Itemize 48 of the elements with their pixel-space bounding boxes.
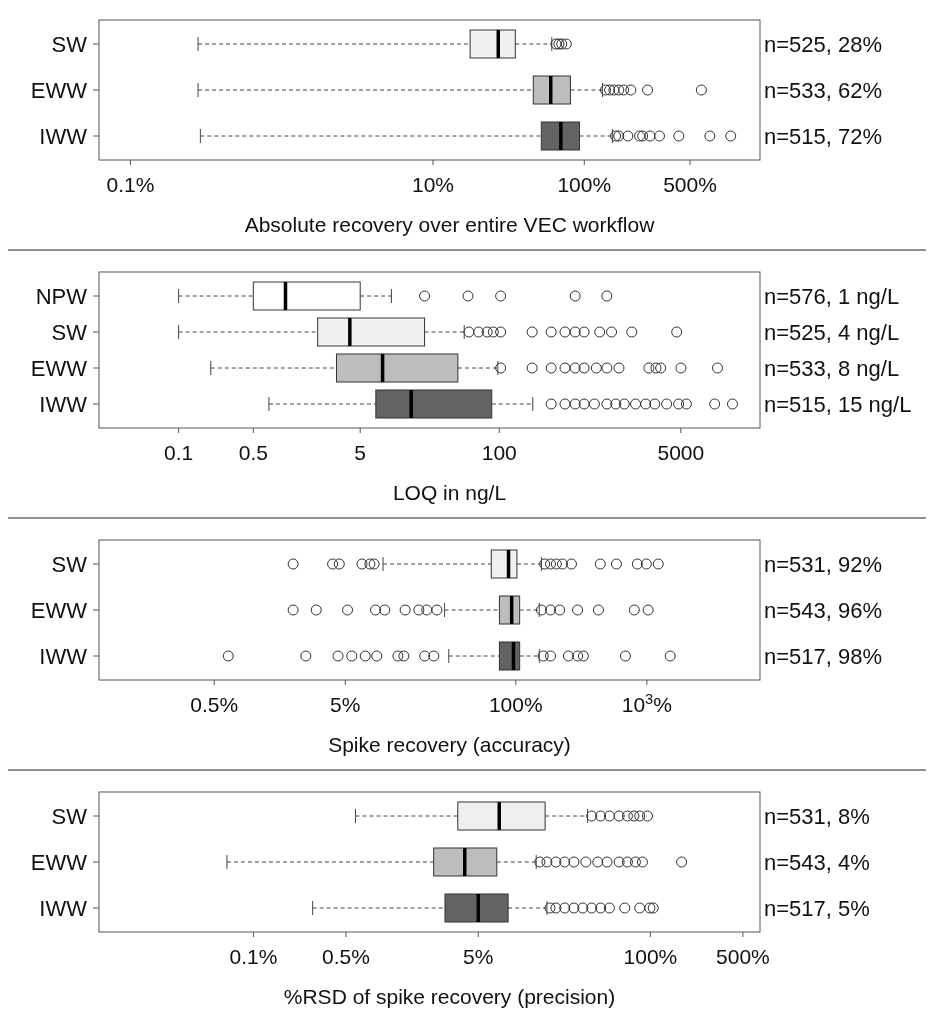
y-tick-label: EWW (30, 355, 88, 381)
x-tick-label: 5 (354, 441, 367, 464)
y-tick-label: EWW (30, 849, 88, 875)
x-tick-label: 5% (463, 945, 494, 968)
x-tick-label: 5% (330, 693, 361, 716)
y-tick-label: SW (51, 319, 88, 345)
y-tick-label: IWW (39, 643, 88, 669)
x-tick-label: 500% (663, 173, 717, 196)
y-tick-label: IWW (39, 123, 88, 149)
y-tick-label: SW (51, 551, 88, 577)
text: n=517, 98% (764, 643, 883, 669)
y-tick-label: IWW (39, 895, 88, 921)
text: n=543, 96% (764, 597, 883, 623)
x-axis-title: LOQ in ng/L (392, 481, 507, 504)
text: n=531, 92% (764, 551, 883, 577)
x-tick-label: 10$^{3}$% (621, 691, 672, 716)
x-tick-label: 0.1% (106, 173, 155, 196)
x-tick-label: 100% (488, 693, 543, 716)
text: n=576, 1 ng/L (764, 283, 900, 309)
x-tick-label: 0.1 (164, 441, 194, 464)
x-tick-label: 0.5 (238, 441, 268, 464)
text: n=533, 8 ng/L (764, 355, 900, 381)
text: n=515, 15 ng/L (764, 391, 912, 417)
text: n=533, 62% (764, 77, 883, 103)
x-tick-label: 500% (716, 945, 770, 968)
x-tick-label: 0.5% (322, 945, 370, 968)
x-axis-title: %RSD of spike recovery (precision) (283, 985, 616, 1008)
y-tick-label: EWW (30, 597, 88, 623)
x-tick-label: 10% (411, 173, 455, 196)
y-tick-label: IWW (39, 391, 88, 417)
x-tick-label: 100% (557, 173, 612, 196)
y-tick-label: EWW (30, 77, 88, 103)
x-tick-label: 0.1% (229, 945, 278, 968)
x-axis-title: Absolute recovery over entire VEC workflow (244, 213, 656, 236)
y-tick-label: SW (51, 31, 88, 57)
text: n=525, 4 ng/L (764, 319, 900, 345)
x-axis-title: Spike recovery (accuracy) (328, 733, 571, 756)
x-tick-label: 5000 (657, 441, 705, 464)
text: n=525, 28% (764, 31, 883, 57)
x-tick-label: 100% (623, 945, 678, 968)
text: n=515, 72% (764, 123, 883, 149)
text: n=531, 8% (764, 803, 870, 829)
text: n=517, 5% (764, 895, 870, 921)
y-tick-label: SW (51, 803, 88, 829)
x-tick-label: 0.5% (190, 693, 239, 716)
y-tick-label: NPW (35, 283, 88, 309)
text: n=543, 4% (764, 849, 870, 875)
x-tick-label: 100 (481, 441, 517, 464)
